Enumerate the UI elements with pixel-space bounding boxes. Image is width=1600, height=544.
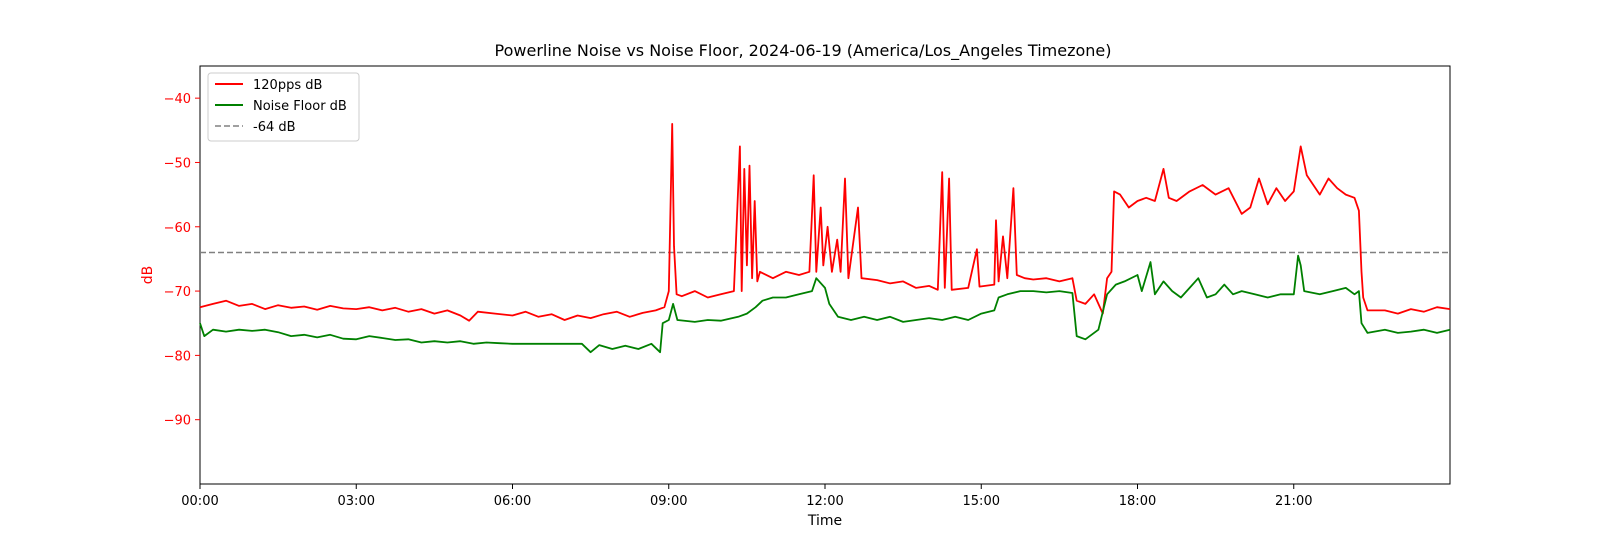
x-axis: 00:00 03:00 06:00 09:00 12:00 15:00 18:00 21:00 (181, 484, 1312, 509)
series-line-1 (199, 254, 1451, 354)
legend-label-noise-floor: Noise Floor dB (253, 99, 347, 114)
y-axis: −40 −50 −60 −70 −80 −90 (164, 92, 200, 429)
x-tick-label: 09:00 (650, 494, 687, 509)
x-tick-label: 21:00 (1275, 494, 1312, 509)
series-line-0 (199, 123, 1451, 322)
x-tick-label: 12:00 (806, 494, 843, 509)
y-tick-label: −80 (164, 349, 191, 364)
y-tick-label: −60 (164, 221, 191, 236)
x-axis-label: Time (807, 513, 842, 529)
legend: 120pps dB Noise Floor dB -64 dB (207, 72, 360, 142)
y-tick-label: −40 (164, 92, 191, 107)
chart-title: Powerline Noise vs Noise Floor, 2024-06-… (495, 41, 1112, 61)
x-tick-label: 00:00 (181, 494, 218, 509)
y-axis-label: dB (140, 266, 156, 285)
legend-label-120pps: 120pps dB (253, 78, 322, 93)
x-tick-label: 18:00 (1119, 494, 1156, 509)
x-tick-label: 06:00 (494, 494, 531, 509)
x-tick-label: 15:00 (963, 494, 1000, 509)
legend-box (207, 72, 360, 142)
series-layer (199, 123, 1451, 354)
y-tick-label: −70 (164, 285, 191, 300)
legend-label-reference-line: -64 dB (253, 120, 296, 135)
y-tick-label: −90 (164, 414, 191, 429)
x-tick-label: 03:00 (338, 494, 375, 509)
y-tick-label: −50 (164, 156, 191, 171)
